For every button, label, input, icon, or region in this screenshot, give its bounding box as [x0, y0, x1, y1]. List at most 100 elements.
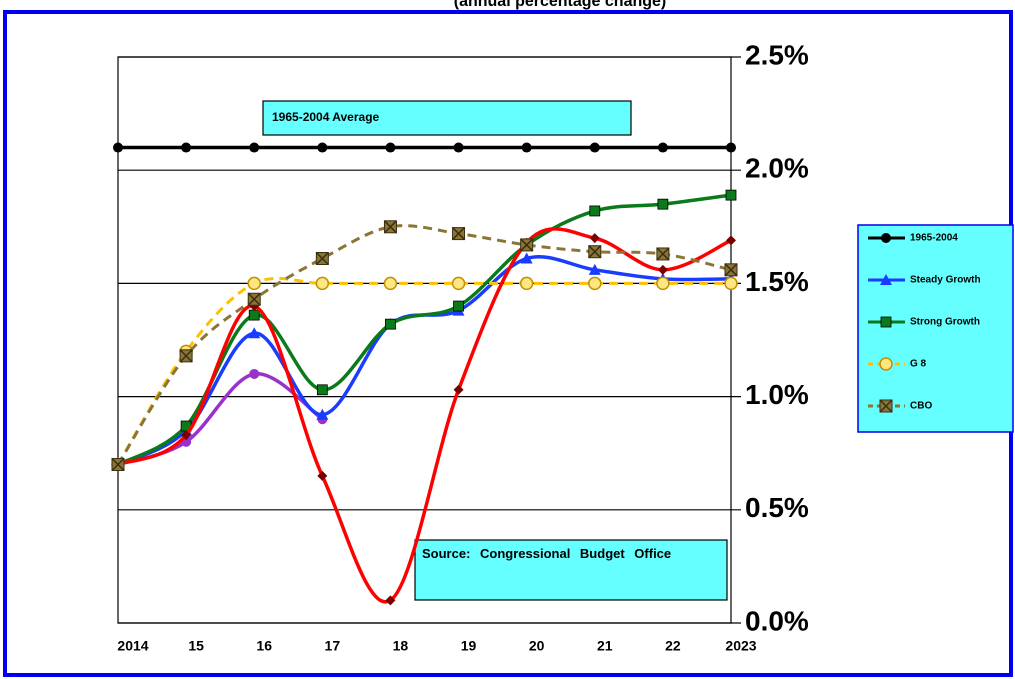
point [113, 142, 123, 153]
point [879, 399, 893, 413]
point [247, 276, 261, 291]
series-line [116, 276, 731, 466]
x-tick-label: 21 [597, 638, 613, 654]
point [248, 309, 260, 321]
legend-label: CBO [910, 401, 932, 412]
point [247, 292, 261, 306]
point-cross [656, 247, 670, 261]
point [656, 276, 670, 291]
point [451, 276, 466, 291]
point-cross [247, 292, 261, 306]
y-tick-label: 0.5% [745, 492, 809, 523]
annotation-wrap: Source: Congressional Budget Office [422, 546, 672, 561]
point [181, 142, 192, 153]
point [880, 274, 892, 285]
point-cross [879, 399, 893, 413]
legend-item: Strong Growth [868, 316, 980, 328]
point [111, 457, 125, 472]
legend-item: G 8 [868, 357, 927, 371]
point [453, 142, 464, 153]
point [725, 189, 737, 201]
point [724, 276, 738, 291]
point [315, 276, 330, 291]
point [317, 470, 328, 481]
point [724, 263, 738, 277]
point-cross [452, 227, 466, 241]
x-tick-label: 18 [393, 638, 409, 654]
point [317, 142, 328, 153]
x-tick-label: 15 [188, 638, 204, 654]
annotation: 1965-2004 Average [272, 110, 380, 124]
point [588, 276, 602, 291]
y-tick-label: 2.5% [745, 39, 809, 70]
point-cross [179, 349, 193, 363]
legend-box [857, 224, 1014, 433]
y-tick-label: 1.5% [745, 266, 809, 297]
point [726, 235, 736, 246]
x-tick-label: 20 [529, 638, 545, 654]
point [315, 251, 329, 266]
point [383, 276, 398, 291]
point-cross [520, 238, 534, 252]
annotation: Source: Congressional Budget Office [422, 546, 672, 561]
point [726, 142, 736, 153]
legend-label: Strong Growth [910, 317, 980, 328]
point [249, 368, 260, 379]
point [657, 198, 669, 210]
point [452, 227, 466, 241]
legend-label: 1965-2004 [910, 233, 958, 244]
point [383, 220, 397, 234]
point [520, 252, 533, 264]
point [657, 142, 668, 153]
legend-item: CBO [868, 399, 932, 413]
point [657, 264, 668, 275]
x-tick-label: 16 [256, 638, 272, 654]
point [656, 247, 670, 261]
point [248, 327, 261, 339]
point-cross [724, 263, 738, 277]
point [453, 300, 464, 312]
legend-label: Steady Growth [910, 275, 981, 286]
point [588, 245, 602, 259]
legend-label: G 8 [910, 359, 927, 370]
point [589, 205, 601, 217]
point [521, 142, 532, 153]
point [881, 233, 891, 243]
x-tick-label: 19 [461, 638, 477, 654]
x-tick-label: 2023 [725, 638, 756, 654]
chart-subtitle: (annual percentage change) [454, 0, 667, 10]
point [453, 384, 464, 395]
point-cross [588, 245, 602, 259]
point [879, 357, 893, 371]
point [880, 316, 892, 328]
point [179, 349, 193, 363]
legend-item: 1965-2004 [868, 233, 958, 244]
y-tick-label: 2.0% [745, 153, 809, 184]
point-cross [111, 457, 125, 472]
plot-area [117, 56, 732, 624]
point [589, 233, 600, 244]
point [519, 276, 534, 291]
point-cross [383, 220, 397, 234]
annotation-box [414, 539, 728, 601]
point [588, 263, 601, 275]
y-tick-label: 1.0% [745, 379, 809, 410]
point [589, 142, 600, 153]
series-line [116, 224, 732, 466]
point-cross [315, 251, 329, 266]
x-tick-label: 17 [325, 638, 341, 654]
legend-item: Steady Growth [868, 274, 981, 286]
point [385, 318, 396, 330]
point [181, 430, 192, 441]
point [385, 142, 396, 153]
point [249, 142, 260, 153]
point [385, 595, 396, 606]
annotation-box [262, 100, 632, 136]
x-tick-label: 2014 [117, 638, 148, 654]
y-tick-label: 0.0% [745, 605, 809, 636]
x-tick-label: 22 [665, 638, 681, 654]
point [520, 238, 534, 252]
point [316, 384, 328, 396]
point [316, 408, 329, 420]
